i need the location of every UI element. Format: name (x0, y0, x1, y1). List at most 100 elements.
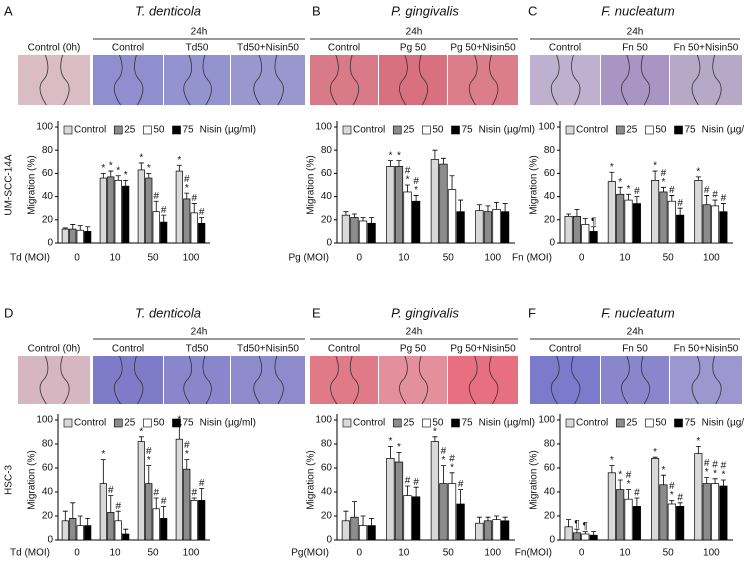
micrograph (530, 356, 600, 404)
legend-swatch (422, 125, 431, 135)
legend-swatch (615, 418, 625, 428)
legend-swatch (63, 125, 73, 135)
y-tick-label: 40 (321, 191, 333, 202)
error-bar (123, 179, 129, 187)
error-bar (617, 186, 623, 195)
legend-label: Control (74, 418, 106, 429)
error-bar (199, 217, 205, 224)
legend-title: Nisin (µg/ml) (479, 125, 535, 136)
legend-swatch (451, 418, 460, 428)
error-bar (485, 205, 491, 212)
y-tick-label: 100 (315, 415, 332, 426)
legend-swatch (172, 125, 181, 135)
wound-edge (571, 355, 581, 405)
error-bar (660, 186, 666, 192)
wound-edge (134, 355, 144, 405)
bar (456, 503, 465, 541)
error-bar (574, 208, 580, 217)
x-tick-label: 50 (663, 253, 675, 264)
bar (137, 169, 145, 244)
significance-mark: * (116, 165, 120, 176)
bar (99, 177, 107, 244)
significance-mark: ¶ (574, 519, 579, 530)
significance-mark: # (413, 477, 419, 488)
legend-label: Control (353, 418, 385, 429)
panel-title: T. denticola (135, 3, 201, 18)
significance-mark: # (449, 453, 455, 464)
bar (500, 520, 510, 541)
error-bar (191, 497, 197, 501)
bar (676, 506, 685, 541)
bar (198, 500, 206, 541)
x-tick-label: 0 (74, 253, 80, 264)
y-tick-label: 60 (42, 168, 54, 179)
legend-label: 75 (462, 125, 474, 136)
error-bar (502, 516, 508, 521)
error-bar (77, 225, 83, 231)
y-tick-label: 0 (326, 535, 332, 546)
significance-mark: # (191, 193, 197, 204)
bar (190, 212, 198, 244)
error-bar (85, 226, 91, 232)
y-tick-label: 80 (321, 439, 333, 450)
error-bar (387, 160, 393, 167)
wound-edge (330, 355, 339, 405)
significance-mark: * (713, 468, 717, 479)
error-bar (387, 446, 393, 459)
bar (350, 516, 359, 541)
error-bar (369, 217, 375, 224)
legend-label: 25 (124, 418, 136, 429)
bar (386, 458, 395, 541)
error-bar (458, 199, 464, 212)
image-label: Control (549, 43, 581, 54)
error-bar (146, 173, 152, 179)
bar (198, 222, 206, 244)
error-bar (440, 465, 446, 484)
error-bar (77, 515, 83, 526)
legend-swatch (645, 125, 654, 135)
bar (456, 211, 465, 244)
significance-mark: * (139, 426, 143, 437)
significance-mark: # (626, 470, 632, 481)
wound-edge (489, 355, 499, 405)
wound-edge (202, 54, 212, 106)
significance-mark: * (397, 150, 401, 161)
wound-edge (712, 355, 722, 405)
bar (632, 506, 641, 541)
x-tick-label: 0 (579, 253, 585, 264)
wound-edge (489, 54, 499, 106)
bar (667, 503, 676, 541)
time-header: 24h (406, 27, 423, 38)
significance-mark: # (704, 458, 710, 469)
bar (651, 180, 660, 244)
significance-mark: * (177, 155, 181, 166)
legend-title: Nisin (µg/ml) (702, 125, 744, 136)
bar (350, 217, 359, 244)
legend-swatch (113, 418, 123, 428)
significance-mark: * (147, 455, 151, 466)
bar (183, 468, 191, 541)
bar (394, 461, 404, 541)
bar (719, 211, 728, 244)
micrograph (379, 55, 447, 105)
error-bar (617, 479, 623, 490)
bar (719, 485, 728, 541)
bar (475, 210, 484, 244)
time-header: 24h (406, 327, 423, 338)
significance-mark: # (661, 168, 667, 179)
significance-mark: * (653, 447, 657, 458)
wound-edge (60, 54, 70, 106)
bar (160, 518, 168, 541)
error-bar (669, 195, 675, 202)
significance-mark: # (199, 478, 205, 489)
error-bar (476, 204, 482, 211)
panel-title: P. gingivalis (391, 3, 459, 18)
image-label: Fn 50 (622, 43, 648, 54)
significance-mark: # (677, 198, 683, 209)
image-label: Control (549, 344, 581, 355)
significance-mark: * (627, 479, 631, 490)
error-bar (566, 519, 572, 527)
image-label: Td50 (186, 344, 209, 355)
y-tick-label: 100 (315, 122, 332, 133)
wound-edge (274, 355, 284, 405)
